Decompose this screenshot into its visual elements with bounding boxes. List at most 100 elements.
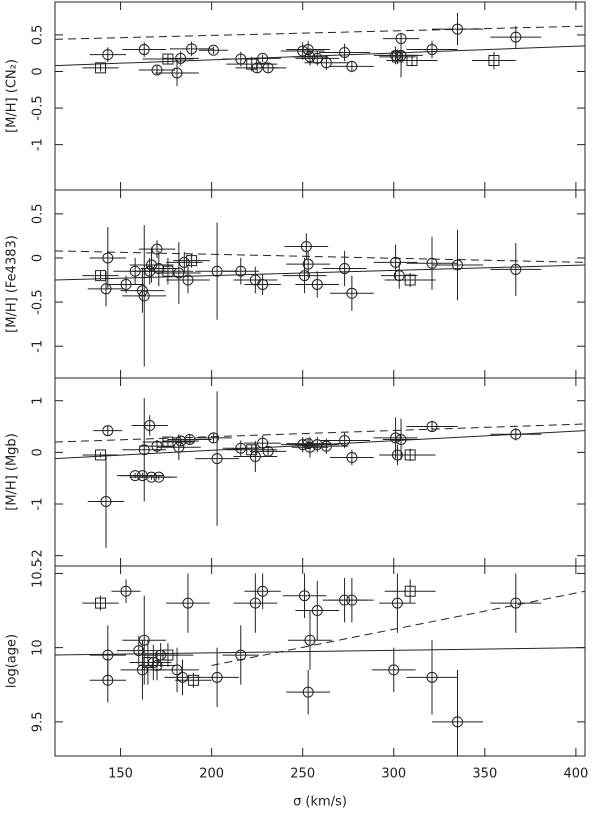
point-circle: [173, 441, 185, 453]
point-circle: [138, 444, 150, 456]
point-circle: [182, 597, 194, 609]
point-square: [246, 444, 258, 456]
point-circle: [395, 433, 407, 445]
point-circle: [257, 278, 269, 290]
point-square: [406, 55, 418, 67]
point-circle: [299, 270, 311, 282]
x-tick-label: 350: [472, 767, 497, 782]
point-circle: [311, 52, 323, 64]
point-circle: [257, 585, 269, 597]
point-circle: [151, 659, 163, 671]
point-circle: [153, 471, 165, 483]
point-square: [162, 649, 174, 661]
point-square: [162, 53, 174, 65]
point-circle: [235, 442, 247, 454]
point-circle: [388, 664, 400, 676]
point-circle: [171, 67, 183, 79]
fit-line: [211, 590, 585, 666]
point-circle: [426, 257, 438, 269]
y-tick-label: 0: [31, 67, 46, 75]
point-circle: [151, 64, 163, 76]
panel-0: [55, 12, 585, 87]
point-square: [95, 597, 107, 609]
point-circle: [211, 671, 223, 683]
y-tick-label: -1: [31, 340, 46, 353]
fit-line: [55, 25, 585, 40]
point-circle: [120, 278, 132, 290]
point-circle: [100, 283, 112, 295]
point-circle: [339, 263, 351, 275]
point-circle: [249, 597, 261, 609]
panel-frame: [54, 565, 586, 757]
point-circle: [178, 256, 190, 268]
fit-line: [55, 45, 585, 67]
point-circle: [175, 52, 187, 64]
point-square: [488, 55, 500, 67]
point-circle: [147, 656, 159, 668]
point-square: [186, 255, 198, 267]
x-tick-label: 300: [381, 767, 406, 782]
point-circle: [257, 52, 269, 64]
point-circle: [304, 51, 316, 63]
point-square: [95, 62, 107, 74]
point-circle: [146, 259, 158, 271]
point-circle: [510, 263, 522, 275]
x-tick-label: 250: [290, 767, 315, 782]
point-circle: [304, 441, 316, 453]
y-axis-label: log(age): [5, 634, 20, 688]
point-circle: [120, 585, 132, 597]
y-tick-label: 9.5: [31, 712, 46, 733]
panel-1: [55, 222, 585, 367]
point-circle: [138, 634, 150, 646]
y-tick-label: 0.5: [31, 203, 46, 224]
y-axis-label: [M/H] (Fe4383): [5, 235, 20, 333]
fit-line: [55, 423, 585, 443]
point-circle: [426, 421, 438, 433]
point-circle: [302, 44, 314, 56]
y-tick-label: 10.5: [31, 559, 46, 588]
point-circle: [207, 432, 219, 444]
y-tick-label: 10: [31, 639, 46, 656]
point-circle: [426, 44, 438, 56]
point-square: [404, 274, 416, 286]
point-circle: [102, 49, 114, 61]
panel-2: [55, 391, 585, 548]
y-tick-label: 0.5: [31, 25, 46, 46]
point-circle: [390, 256, 402, 268]
x-tick-label: 150: [108, 767, 133, 782]
point-circle: [211, 265, 223, 277]
point-circle: [175, 435, 187, 447]
point-circle: [304, 634, 316, 646]
point-circle: [136, 470, 148, 482]
point-circle: [346, 287, 358, 299]
point-square: [162, 265, 174, 277]
point-circle: [426, 671, 438, 683]
y-tick-label: -0.5: [31, 289, 46, 314]
panel-3: [55, 573, 585, 756]
point-circle: [452, 23, 464, 35]
point-circle: [235, 265, 247, 277]
point-circle: [262, 62, 274, 74]
point-circle: [262, 445, 274, 457]
point-circle: [144, 420, 156, 432]
y-axis-label: [M/H] (Mgb): [5, 433, 20, 511]
point-circle: [100, 495, 112, 507]
point-circle: [299, 590, 311, 602]
point-circle: [311, 439, 323, 451]
point-circle: [300, 240, 312, 252]
point-circle: [452, 716, 464, 728]
point-circle: [346, 60, 358, 72]
panel-frame: [54, 1, 586, 191]
fit-line: [55, 264, 585, 281]
point-circle: [184, 433, 196, 445]
point-circle: [320, 440, 332, 452]
x-tick-label: 200: [199, 767, 224, 782]
point-square: [404, 449, 416, 461]
point-square: [404, 585, 416, 597]
point-circle: [391, 597, 403, 609]
point-circle: [151, 243, 163, 255]
point-circle: [346, 452, 358, 464]
point-circle: [510, 31, 522, 43]
